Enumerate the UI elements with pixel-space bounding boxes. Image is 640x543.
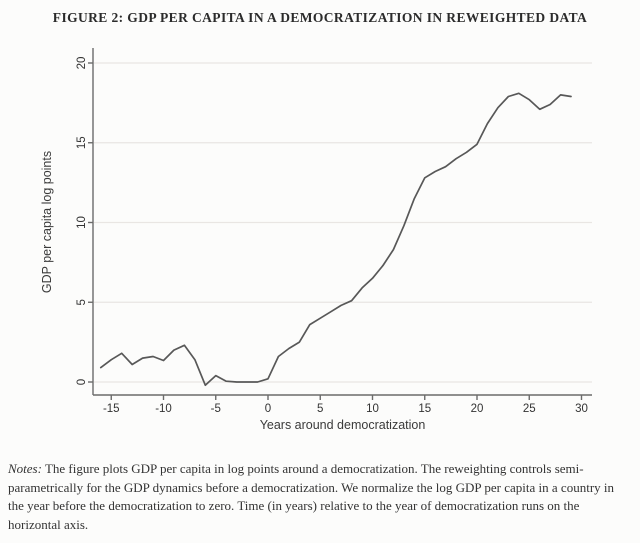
y-tick-label-0: 0 xyxy=(76,379,88,385)
x-tick-label-15: 15 xyxy=(418,403,431,415)
y-tick-label-15: 15 xyxy=(76,136,88,149)
figure-title: FIGURE 2: GDP PER CAPITA IN A DEMOCRATIZ… xyxy=(52,10,588,25)
gdp-democratization-chart: 0 5 10 15 20 -15 -10 -5 0 5 10 15 20 25 30 xyxy=(76,48,592,415)
x-tick-label-30: 30 xyxy=(575,403,588,415)
x-tick-label--15: -15 xyxy=(103,403,120,415)
y-tick-label-5: 5 xyxy=(76,299,88,305)
x-tick-label-0: 0 xyxy=(265,403,271,415)
x-tick-label-5: 5 xyxy=(317,403,323,415)
x-tick-label-20: 20 xyxy=(471,403,484,415)
gdp-series-line xyxy=(99,92,572,387)
x-tick-label--5: -5 xyxy=(211,403,221,415)
y-tick-label-10: 10 xyxy=(76,216,88,229)
x-tick-label--10: -10 xyxy=(155,403,172,415)
notes-label: Notes: xyxy=(8,461,42,476)
x-tick-label-25: 25 xyxy=(523,403,536,415)
y-tick-label-20: 20 xyxy=(76,57,88,70)
y-axis-title: GDP per capita log points xyxy=(40,150,54,294)
notes-text: The figure plots GDP per capita in log p… xyxy=(8,461,615,532)
x-tick-label-10: 10 xyxy=(366,403,379,415)
figure-notes: Notes: The figure plots GDP per capita i… xyxy=(8,460,633,534)
x-axis-title: Years around democratization xyxy=(259,418,426,432)
